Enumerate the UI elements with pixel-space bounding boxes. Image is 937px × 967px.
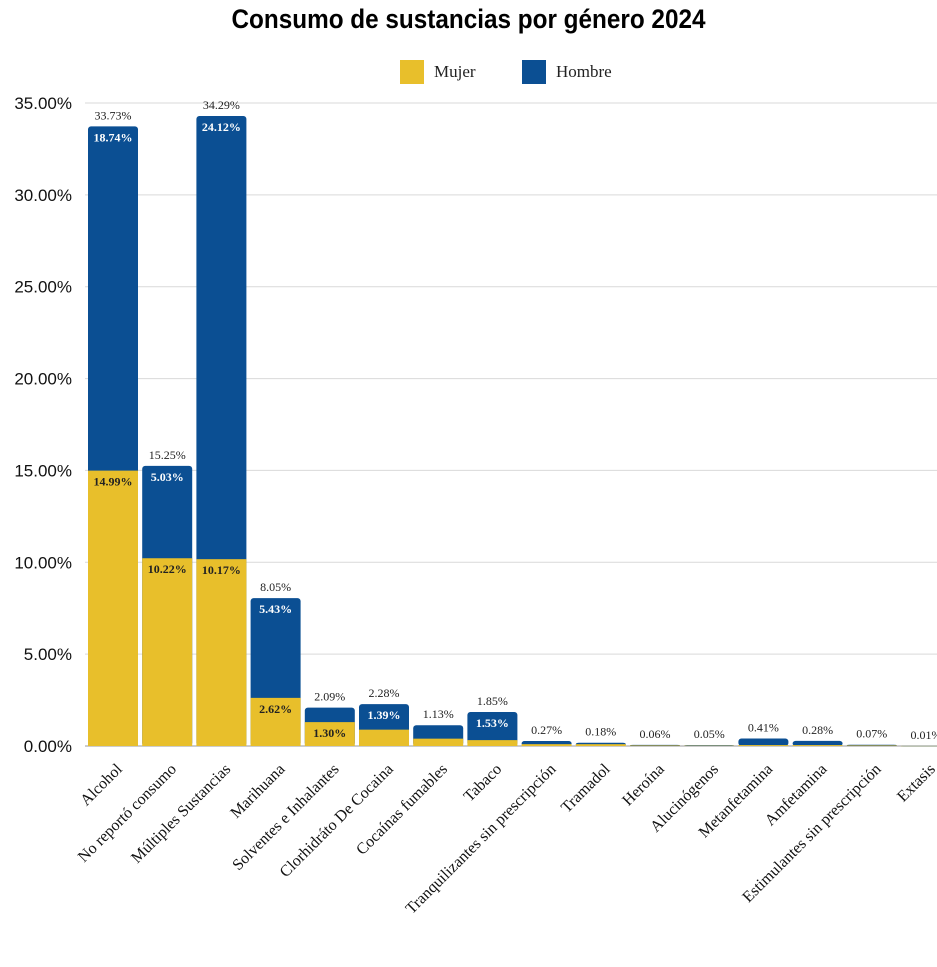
bar-mujer bbox=[359, 729, 409, 746]
y-tick-label: 20.00% bbox=[14, 370, 72, 389]
hombre-value-label: 5.43% bbox=[259, 602, 292, 616]
total-label: 1.13% bbox=[423, 707, 454, 721]
chart-title: Consumo de sustancias por género 2024 bbox=[231, 4, 706, 34]
bar-hombre bbox=[467, 712, 518, 746]
total-label: 0.41% bbox=[748, 720, 779, 734]
y-tick-label: 5.00% bbox=[24, 645, 72, 664]
legend-swatch-hombre bbox=[522, 60, 546, 84]
hombre-value-label: 1.53% bbox=[476, 716, 509, 730]
total-label: 33.73% bbox=[95, 108, 132, 122]
y-tick-label: 10.00% bbox=[14, 553, 72, 572]
x-category-label: Solventes e Inhalantes bbox=[229, 761, 342, 874]
mujer-value-label: 10.17% bbox=[202, 563, 241, 577]
total-label: 1.85% bbox=[477, 694, 508, 708]
x-category-label: Alcohol bbox=[77, 760, 126, 809]
bar-mujer bbox=[738, 745, 789, 746]
y-tick-label: 25.00% bbox=[14, 278, 72, 297]
total-label: 2.09% bbox=[314, 690, 345, 704]
total-label: 0.01% bbox=[911, 728, 937, 742]
y-tick-label: 35.00% bbox=[14, 94, 72, 113]
y-tick-label: 15.00% bbox=[14, 461, 72, 480]
mujer-value-label: 10.22% bbox=[148, 562, 187, 576]
mujer-value-label: 2.62% bbox=[259, 702, 292, 716]
x-category-label: Múltiples Sustancias bbox=[128, 761, 234, 867]
hombre-value-label: 5.03% bbox=[151, 470, 184, 484]
y-tick-label: 30.00% bbox=[14, 186, 72, 205]
x-category-label: Tabaco bbox=[461, 761, 506, 806]
bar-mujer bbox=[846, 745, 897, 746]
total-label: 8.05% bbox=[260, 580, 291, 594]
legend-label-hombre: Hombre bbox=[556, 62, 612, 81]
bar-hombre bbox=[738, 738, 789, 746]
bar-mujer bbox=[630, 745, 680, 746]
mujer-value-label: 14.99% bbox=[94, 475, 133, 489]
total-label: 2.28% bbox=[369, 686, 400, 700]
total-label: 0.27% bbox=[531, 723, 562, 737]
y-tick-label: 0.00% bbox=[24, 737, 72, 756]
bar-mujer bbox=[250, 697, 301, 746]
bar-mujer bbox=[575, 744, 626, 746]
bar-mujer bbox=[142, 558, 193, 746]
bar-mujer bbox=[196, 559, 247, 746]
hombre-value-label: 24.12% bbox=[202, 120, 241, 134]
legend-item-hombre: Hombre bbox=[522, 60, 612, 84]
total-label: 0.07% bbox=[856, 727, 887, 741]
total-label: 0.18% bbox=[585, 725, 616, 739]
bar-mujer bbox=[467, 740, 518, 746]
bar-mujer bbox=[304, 722, 355, 746]
total-label: 0.05% bbox=[694, 727, 725, 741]
total-label: 15.25% bbox=[149, 448, 186, 462]
legend-swatch-mujer bbox=[400, 60, 424, 84]
x-category-label: Tramadol bbox=[558, 760, 614, 816]
total-label: 0.06% bbox=[640, 727, 671, 741]
hombre-value-label: 1.39% bbox=[368, 708, 401, 722]
x-category-label: No reportó consumo bbox=[75, 761, 180, 866]
bar-mujer bbox=[88, 470, 138, 746]
legend-item-mujer: Mujer bbox=[400, 60, 476, 84]
hombre-value-label: 18.74% bbox=[94, 130, 133, 144]
bar-mujer bbox=[792, 745, 843, 746]
legend-label-mujer: Mujer bbox=[434, 62, 476, 81]
x-category-label: Heroína bbox=[619, 761, 667, 809]
bar-mujer bbox=[413, 738, 464, 746]
mujer-value-label: 1.30% bbox=[313, 726, 346, 740]
x-category-label: Cocaínas fumables bbox=[353, 761, 451, 859]
total-label: 34.29% bbox=[203, 98, 240, 112]
total-label: 0.28% bbox=[802, 723, 833, 737]
x-category-label: Extasis bbox=[894, 761, 937, 806]
bar-hombre bbox=[792, 740, 843, 746]
bar-mujer bbox=[521, 744, 572, 746]
